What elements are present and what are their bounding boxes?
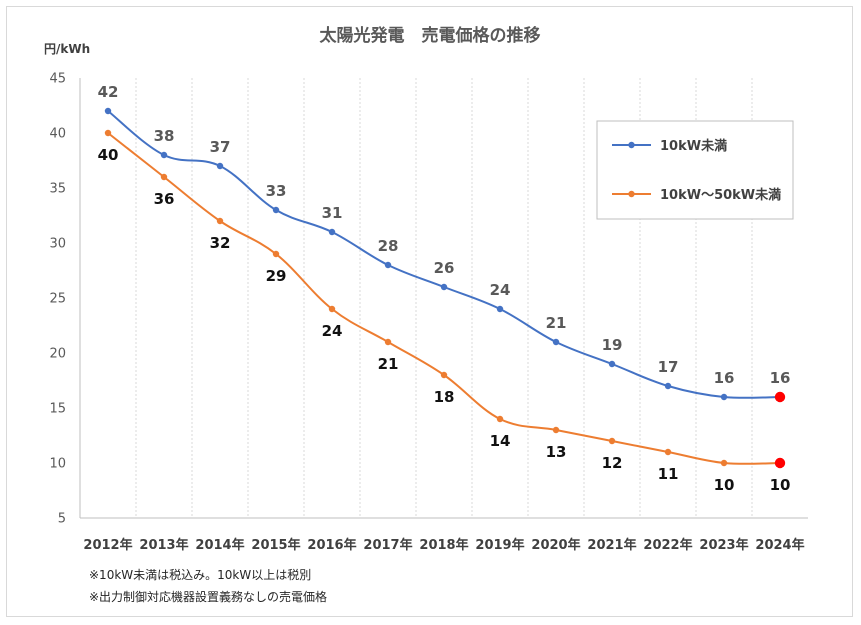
series-1-data-label: 16 [770, 369, 791, 387]
x-tick-label: 2020年 [531, 537, 580, 553]
series-2-point [440, 371, 448, 379]
footnote-output-control: ※出力制御対応機器設置義務なしの売電価格 [89, 589, 327, 604]
x-tick-label: 2019年 [475, 537, 524, 553]
x-tick-label: 2022年 [643, 537, 692, 553]
series-1-point [328, 228, 336, 236]
x-axis-ticks: 2012年 2013年 2014年 2015年 2016年 2017年 2018年 2019年… [83, 537, 804, 553]
y-tick-label: 45 [49, 72, 66, 87]
series-2-highlight-point [774, 457, 786, 469]
legend-series-1-marker [628, 141, 635, 149]
series-1-data-label: 28 [378, 237, 399, 255]
series-2-point [104, 129, 112, 137]
series-2-point [552, 426, 560, 434]
series-1-point [440, 283, 448, 291]
series-1-point [272, 206, 280, 214]
chart-frame [6, 6, 853, 617]
series-2-data-label: 18 [434, 388, 455, 406]
series-2-point [720, 459, 728, 467]
y-tick-label: 20 [49, 347, 66, 362]
series-1-data-label: 21 [546, 314, 567, 332]
series-2-point [608, 437, 616, 445]
series-1-data-label: 17 [658, 358, 679, 376]
series-1-point [664, 382, 672, 390]
series-1-data-label: 38 [154, 127, 175, 145]
x-tick-label: 2017年 [363, 537, 412, 553]
chart-title: 太陽光発電 売電価格の推移 [320, 25, 541, 46]
series-2-point [160, 173, 168, 181]
series-2-data-label: 11 [658, 465, 679, 483]
series-2-data-label: 40 [98, 146, 119, 164]
x-tick-label: 2015年 [251, 537, 300, 553]
series-2-data-label: 10 [714, 476, 735, 494]
x-tick-label: 2018年 [419, 537, 468, 553]
series-1-data-label: 31 [322, 204, 343, 222]
series-1-point [160, 151, 168, 159]
series-2-point [496, 415, 504, 423]
series-2-data-label: 14 [490, 432, 511, 450]
x-tick-label: 2014年 [195, 537, 244, 553]
y-tick-label: 40 [49, 127, 66, 142]
series-1-highlight-point [774, 391, 786, 403]
footnote-tax: ※10kW未満は税込み。10kW以上は税別 [89, 568, 311, 582]
series-points [104, 107, 786, 469]
y-tick-label: 5 [58, 512, 66, 527]
series-1-data-label: 26 [434, 259, 455, 277]
y-tick-label: 30 [49, 237, 66, 252]
series-1-point [608, 360, 616, 368]
y-tick-label: 35 [49, 182, 66, 197]
series-2-data-label: 10 [770, 476, 791, 494]
legend-series-2-marker [628, 190, 635, 198]
series-1-data-label: 16 [714, 369, 735, 387]
axes [79, 78, 808, 519]
y-tick-label: 10 [49, 457, 66, 472]
x-tick-label: 2016年 [307, 537, 356, 553]
x-tick-label: 2013年 [139, 537, 188, 553]
series-1-data-label: 37 [210, 138, 231, 156]
series-1-data-label: 33 [266, 182, 287, 200]
x-tick-label: 2012年 [83, 537, 132, 553]
y-tick-label: 25 [49, 292, 66, 307]
series-2-data-label: 13 [546, 443, 567, 461]
legend: 10kW未満 10kW～50kW未満 [596, 120, 794, 220]
series-1-point [104, 107, 112, 115]
data-labels: 42 38 37 33 31 28 26 24 21 19 17 16 16 40 36 32 29 24 21 18… [98, 83, 791, 494]
series-1-point [216, 162, 224, 170]
series-1-point [552, 338, 560, 346]
series-2-data-label: 24 [322, 322, 343, 340]
series-2-data-label: 29 [266, 267, 287, 285]
x-tick-label: 2021年 [587, 537, 636, 553]
series-2-point [272, 250, 280, 258]
series-2-data-label: 36 [154, 190, 175, 208]
series-1-data-label: 24 [490, 281, 511, 299]
y-axis-unit-label: 円/kWh [44, 42, 90, 56]
series-1-data-label: 19 [602, 336, 623, 354]
series-2-data-label: 21 [378, 355, 399, 373]
series-2-point [216, 217, 224, 225]
legend-box [596, 120, 794, 220]
y-axis-ticks: 5 10 15 20 25 30 35 40 45 [49, 72, 66, 527]
legend-series-2-label: 10kW～50kW未満 [660, 187, 781, 203]
legend-series-1-label: 10kW未満 [660, 138, 727, 154]
x-tick-label: 2023年 [699, 537, 748, 553]
series-2-data-label: 12 [602, 454, 623, 472]
series-1-data-label: 42 [98, 83, 119, 101]
series-1-point [384, 261, 392, 269]
series-2-point [664, 448, 672, 456]
series-1-point [720, 393, 728, 401]
series-2-point [384, 338, 392, 346]
series-2-point [328, 305, 336, 313]
series-1-point [496, 305, 504, 313]
series-2-data-label: 32 [210, 234, 231, 252]
y-tick-label: 15 [49, 402, 66, 417]
x-tick-label: 2024年 [755, 537, 804, 553]
